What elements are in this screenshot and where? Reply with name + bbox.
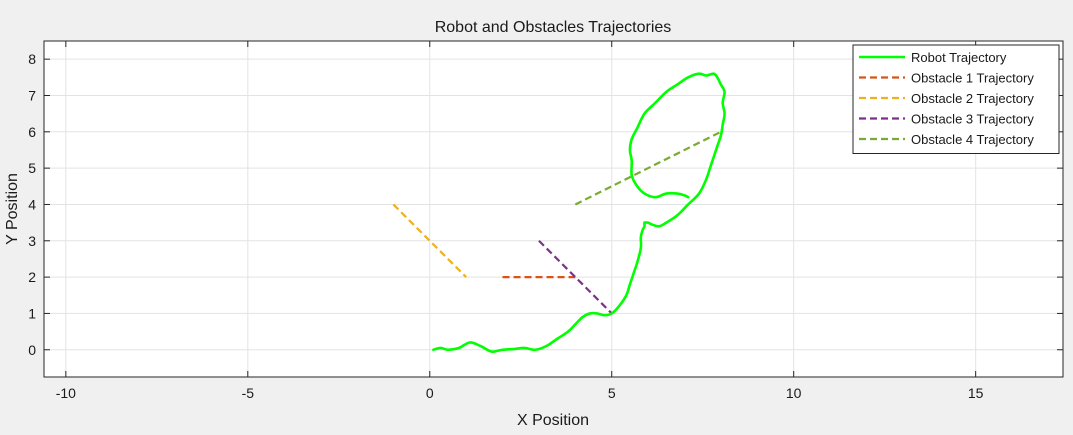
legend[interactable]: Robot Trajectory Obstacle 1 Trajectory Obs…	[852, 44, 1060, 154]
x-axis-label: X Position	[517, 412, 589, 429]
legend-entry-label: Obstacle 3 Trajectory	[911, 112, 1034, 127]
grid	[44, 41, 1063, 377]
legend-box	[852, 44, 1060, 154]
axes-box	[43, 40, 1064, 378]
y-tick-label: 2	[28, 269, 36, 285]
obstacle-2-trajectory-line	[392, 203, 467, 278]
x-tick-label: -10	[56, 385, 76, 401]
y-tick-label: 4	[28, 196, 36, 212]
obstacle-4-trajectory-line	[574, 130, 722, 206]
x-tick-label: 15	[968, 385, 984, 401]
x-tick-label: -5	[242, 385, 255, 401]
legend-entry-label: Obstacle 1 Trajectory	[911, 71, 1034, 86]
y-tick-label: 3	[28, 233, 36, 249]
legend-entry-label: Obstacle 4 Trajectory	[911, 132, 1034, 147]
x-tick-label: 5	[608, 385, 616, 401]
legend-entry-label: Obstacle 2 Trajectory	[911, 91, 1034, 106]
y-tick-label: 1	[28, 305, 36, 321]
y-tick-label: 6	[28, 124, 36, 140]
y-axis-label: Y Position	[4, 173, 21, 245]
x-tick-label: 0	[426, 385, 434, 401]
legend-entry-label: Robot Trajectory	[911, 50, 1007, 65]
y-tick-label: 0	[28, 342, 36, 358]
obstacle-3-trajectory-line	[538, 240, 613, 315]
x-tick-label: 10	[786, 385, 802, 401]
robot-trajectory-line	[432, 72, 726, 353]
ticks: -10 -5 0 5 10 15 0 1 2 3 4 5 6 7 8	[28, 41, 1063, 401]
chart-title: Robot and Obstacles Trajectories	[435, 19, 672, 36]
y-tick-label: 8	[28, 51, 36, 67]
y-tick-label: 7	[28, 87, 36, 103]
plot-area	[392, 72, 726, 353]
y-tick-label: 5	[28, 160, 36, 176]
